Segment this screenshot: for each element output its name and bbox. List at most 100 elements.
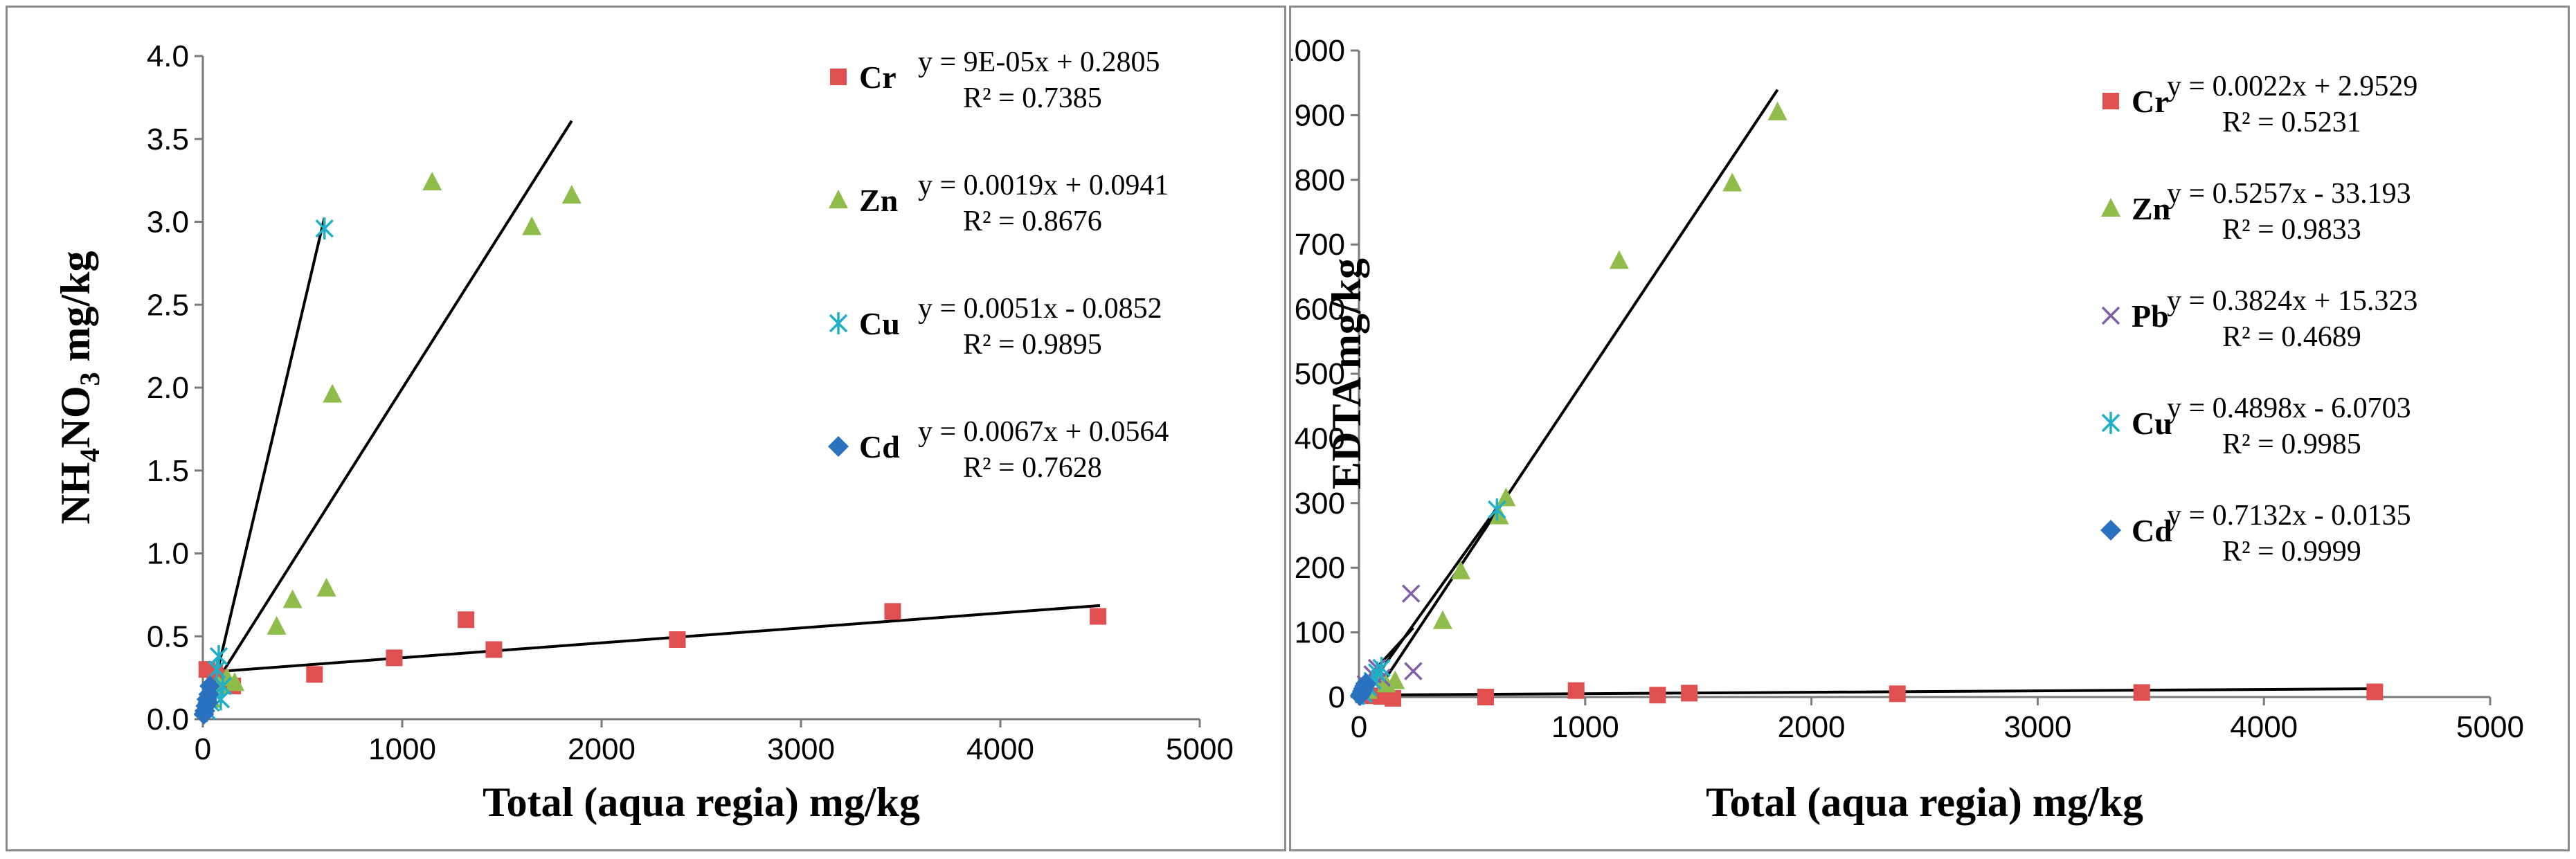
data-point-pb — [1401, 584, 1421, 603]
data-point-cu — [1372, 656, 1391, 679]
legend-r2-cd: R² = 0.9999 — [2222, 536, 2361, 568]
legend-r2-pb: R² = 0.4689 — [2222, 321, 2361, 353]
legend-equation-pb: y = 0.3824x + 15.323 — [2167, 285, 2417, 317]
x-tick-label: 4000 — [966, 732, 1034, 766]
y-tick-label: 0.0 — [147, 703, 189, 736]
x-tick-label: 3000 — [767, 732, 835, 766]
data-point-cr — [485, 641, 503, 658]
legend-r2-cr: R² = 0.5231 — [2222, 107, 2361, 138]
legend-equation-cr: y = 0.0022x + 2.9529 — [2167, 71, 2417, 102]
legend-label-zn: Zn — [2132, 191, 2170, 226]
y-tick-label: 300 — [1295, 487, 1345, 521]
y-tick-label: 700 — [1295, 228, 1345, 262]
legend-label-cr: Cr — [2132, 84, 2169, 119]
data-point-zn — [422, 172, 442, 191]
x-tick-label: 4000 — [2230, 710, 2298, 744]
legend-equation-cd: y = 0.0067x + 0.0564 — [918, 416, 1169, 448]
y-tick-label: 1.0 — [147, 537, 189, 571]
legend-equation-cd: y = 0.7132x - 0.0135 — [2167, 500, 2411, 532]
y-tick-label: 1000 — [1291, 34, 1345, 68]
data-point-cr — [1649, 687, 1666, 704]
y-tick-label: 3.0 — [147, 206, 189, 239]
y-axis-title-part: NH — [53, 462, 98, 525]
left-chart-panel: 0.0 0.5 1.0 1.5 2.0 2.5 3.0 3.5 4.0 0 1000 2000 3000… — [6, 6, 1286, 851]
data-point-zn — [1722, 172, 1742, 192]
data-point-zn — [225, 672, 245, 691]
legend-r2-cu: R² = 0.9895 — [963, 329, 1102, 361]
y-tick-label: 2.5 — [147, 288, 189, 322]
legend-label-zn: Zn — [859, 183, 898, 218]
y-axis-title-part: NO — [53, 386, 98, 449]
y-tick-label: 600 — [1295, 293, 1345, 327]
legend-equation-cu: y = 0.0051x - 0.0852 — [918, 293, 1162, 325]
data-point-zn — [323, 383, 343, 403]
y-axis-title-part: 3 — [74, 372, 105, 386]
x-tick-label: 5000 — [2456, 710, 2524, 744]
data-point-cr — [2366, 683, 2384, 700]
data-point-zn — [1451, 560, 1471, 579]
right-scatter-chart: 0 100 200 300 400 500 600 700 800 900 1000 0 1000 200… — [1291, 34, 2524, 825]
x-tick-label: 5000 — [1166, 732, 1234, 766]
data-point-cr — [1681, 685, 1698, 702]
y-tick-label: 3.5 — [147, 123, 189, 156]
legend-label-cd: Cd — [859, 429, 900, 464]
data-point-zn — [1609, 250, 1629, 269]
data-point-cr — [458, 611, 475, 629]
legend-r2-zn: R² = 0.8676 — [963, 206, 1102, 237]
legend-marker-pb — [2101, 306, 2120, 325]
x-axis-title: Total (aqua regia) mg/kg — [483, 779, 920, 825]
legend-r2-cu: R² = 0.9985 — [2222, 428, 2361, 460]
x-tick-label: 1000 — [1551, 710, 1619, 744]
y-tick-label: 500 — [1295, 357, 1345, 391]
y-tick-label: 200 — [1295, 551, 1345, 585]
data-point-cr — [1567, 682, 1585, 699]
legend-marker-cr — [2102, 93, 2119, 109]
y-tick-label: 4.0 — [147, 39, 189, 73]
data-point-zn — [561, 185, 582, 204]
legend-marker-cu — [2101, 412, 2120, 434]
data-point-cd — [1355, 673, 1376, 694]
legend-r2-zn: R² = 0.9833 — [2222, 214, 2361, 246]
legend-label-pb: Pb — [2132, 298, 2169, 334]
data-point-cr — [386, 649, 403, 667]
y-axis-title: NH4NO3 mg/kg — [53, 251, 105, 524]
data-point-zn — [1432, 610, 1452, 629]
x-tick-label: 2000 — [568, 732, 636, 766]
y-tick-label: 1.5 — [147, 454, 189, 488]
data-point-cr — [669, 631, 686, 649]
y-axis-title-part: 4 — [74, 449, 105, 462]
legend-equation-cu: y = 0.4898x - 6.0703 — [2167, 392, 2411, 424]
data-point-pb-stroke-b — [1401, 584, 1421, 603]
y-tick-label: 100 — [1295, 616, 1345, 650]
x-tick-label: 0 — [195, 732, 211, 766]
data-point-zn — [1496, 487, 1516, 507]
data-point-cr — [1889, 685, 1906, 703]
data-point-cu — [209, 644, 228, 667]
legend-equation-zn: y = 0.5257x - 33.193 — [2167, 178, 2411, 210]
legend-label-cr: Cr — [859, 60, 897, 95]
data-point-zn — [522, 216, 542, 235]
legend-label-cu: Cu — [859, 306, 900, 341]
data-point-cr — [2133, 684, 2150, 701]
legend-equation-zn: y = 0.0019x + 0.0941 — [918, 170, 1169, 201]
x-tick-label: 1000 — [368, 732, 436, 766]
y-tick-label: 900 — [1295, 98, 1345, 132]
data-point-pb-stroke-b — [1404, 662, 1423, 680]
legend-marker-cr — [830, 69, 847, 85]
legend-label-cu: Cu — [2132, 406, 2172, 441]
data-point-cr — [1090, 608, 1107, 625]
left-scatter-chart: 0.0 0.5 1.0 1.5 2.0 2.5 3.0 3.5 4.0 0 1000 2000 3000… — [53, 39, 1234, 825]
x-tick-label: 0 — [1351, 710, 1367, 744]
trendline-zn — [201, 120, 573, 705]
legend-r2-cr: R² = 0.7385 — [963, 82, 1102, 114]
data-point-zn — [267, 615, 287, 635]
legend-marker-zn — [2101, 198, 2120, 217]
data-point-cr — [884, 603, 901, 620]
y-tick-label: 2.0 — [147, 371, 189, 405]
data-point-cr — [1477, 689, 1495, 705]
trendline-zn — [1376, 89, 1779, 692]
data-point-zn — [316, 577, 336, 597]
data-point-cu — [213, 675, 233, 698]
legend-marker-cd — [2100, 520, 2121, 541]
trendline-cr — [1358, 687, 2377, 697]
